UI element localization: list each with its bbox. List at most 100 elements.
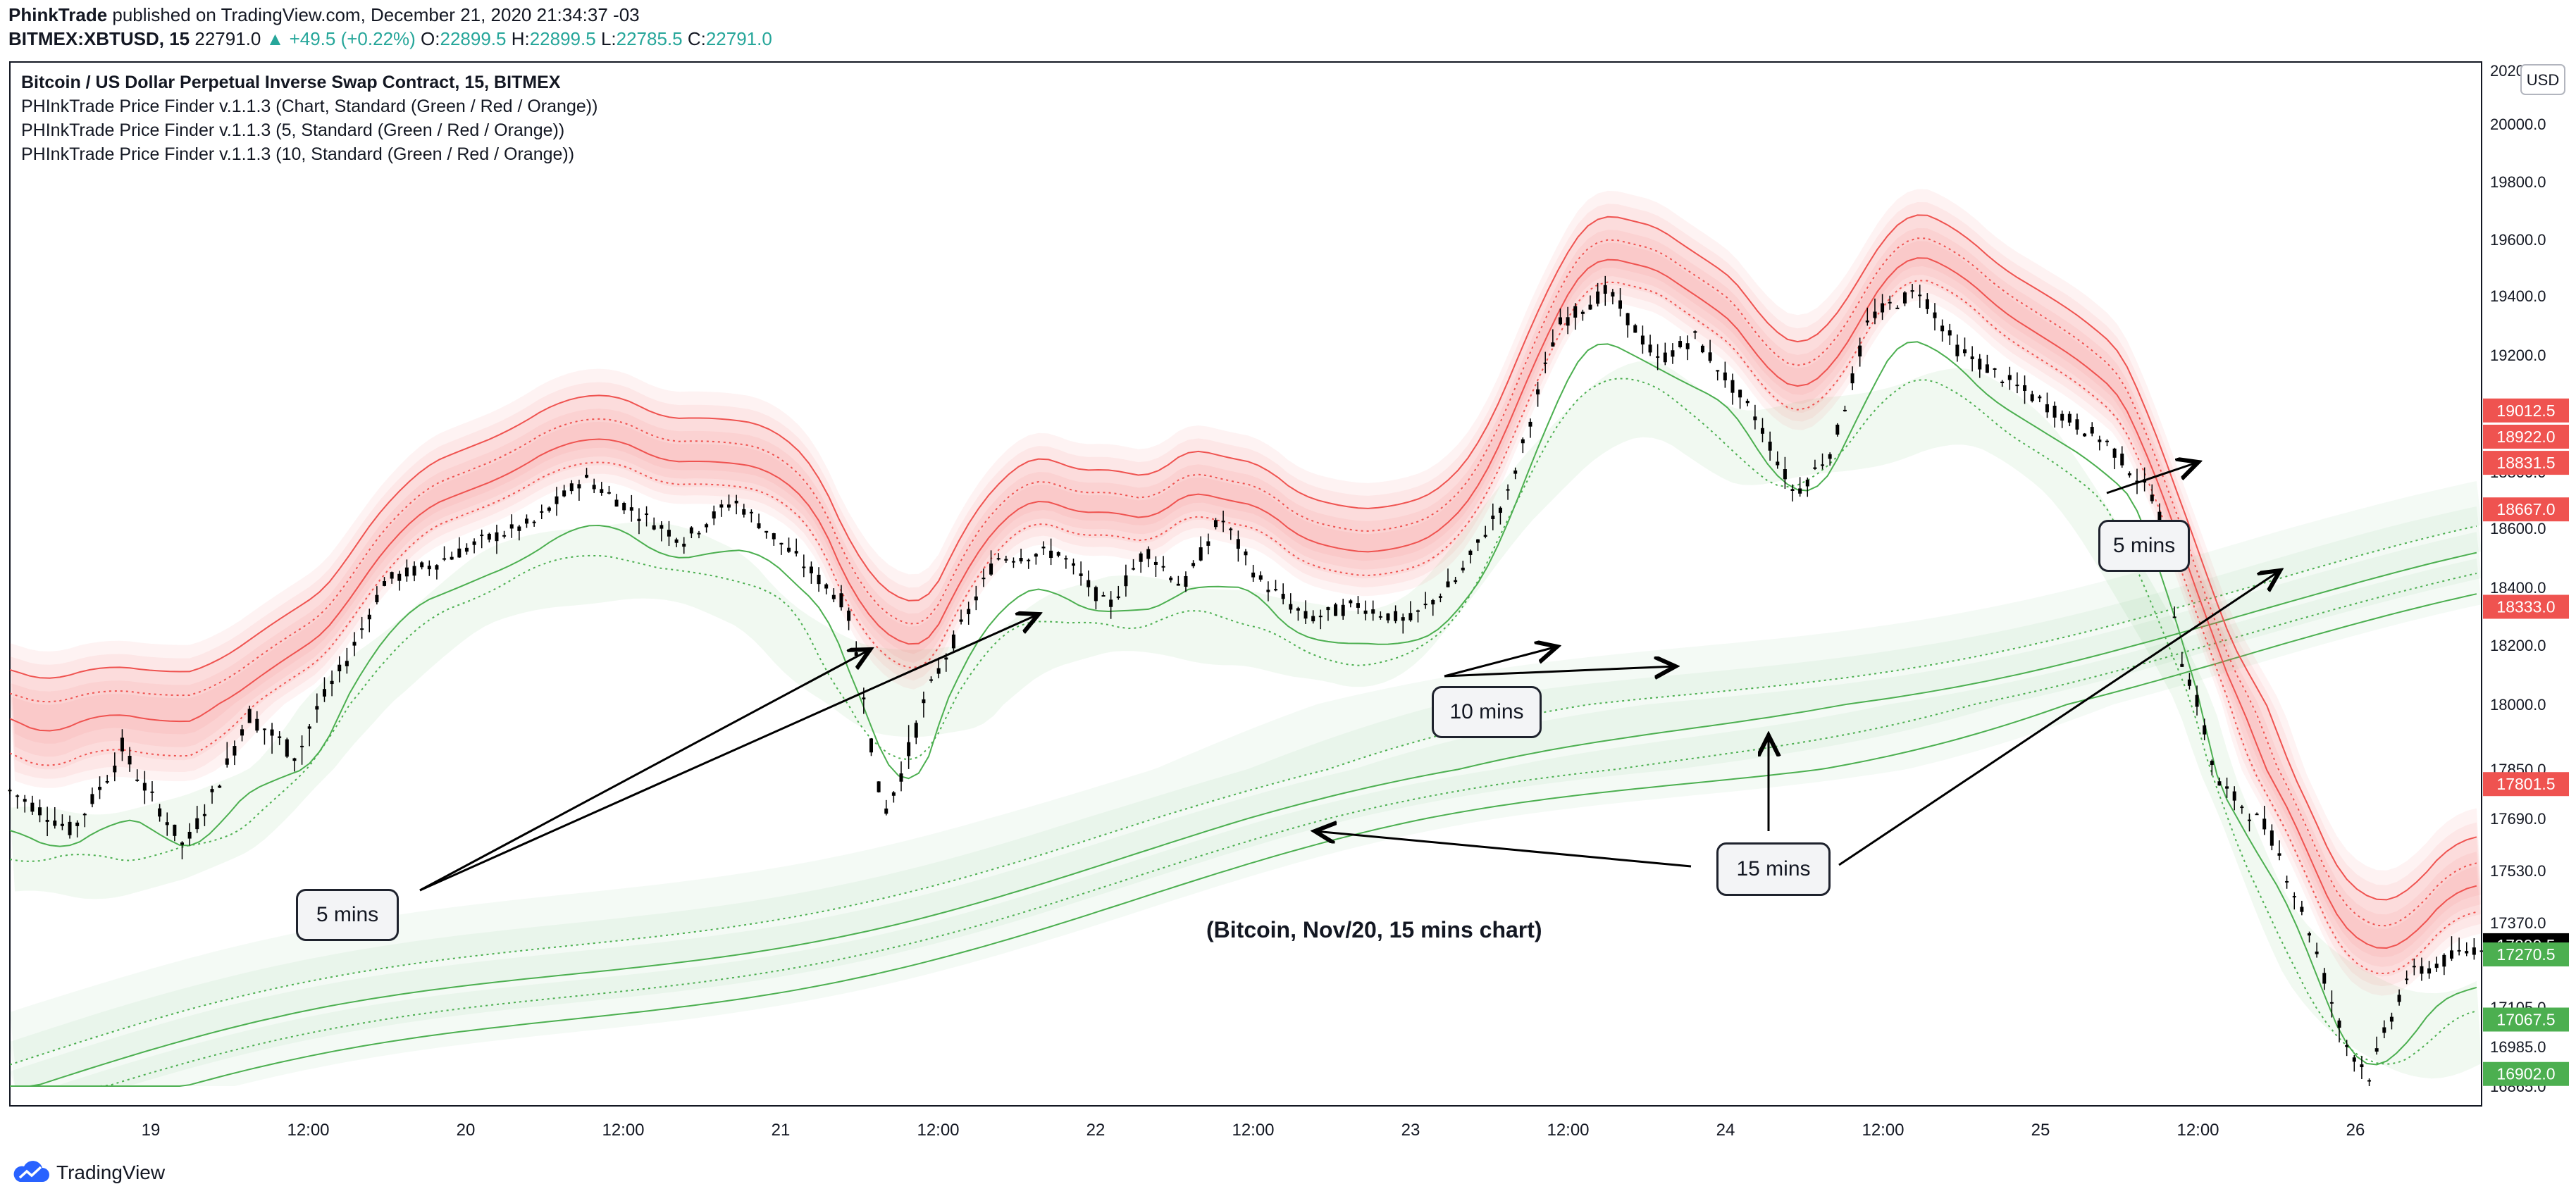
- red-line: [9, 214, 2477, 901]
- candle-body: [1258, 575, 1263, 580]
- candle-body: [495, 532, 499, 542]
- candle-body: [1304, 611, 1308, 619]
- candle-body: [787, 547, 791, 552]
- candle-body: [951, 634, 955, 649]
- red-line: [9, 257, 2477, 949]
- candle-body: [1580, 311, 1585, 314]
- tradingview-brand[interactable]: TradingView: [10, 1161, 165, 1185]
- candle-body: [1281, 594, 1285, 599]
- candle-body: [1813, 467, 1817, 469]
- price-label-text: 18667.0: [2496, 500, 2555, 518]
- x-tick-label: 12:00: [2176, 1121, 2219, 1140]
- candle-body: [1678, 341, 1683, 347]
- candle-body: [1011, 561, 1015, 563]
- candle-body: [764, 530, 769, 533]
- candle-body: [2255, 814, 2259, 816]
- candle-body: [1206, 541, 1210, 546]
- candle-body: [360, 628, 364, 630]
- candle-body: [98, 787, 102, 790]
- candle-body: [2389, 1016, 2394, 1022]
- price-label-text: 17270.5: [2496, 945, 2555, 964]
- candle-body: [2277, 853, 2281, 856]
- candle-body: [2172, 616, 2176, 618]
- candle-body: [397, 573, 402, 581]
- candle-body: [113, 766, 117, 773]
- currency-label: USD: [2527, 71, 2559, 89]
- candle-body: [270, 729, 274, 736]
- candle-body: [532, 521, 536, 523]
- candle-body: [959, 619, 963, 622]
- candle-body: [1551, 342, 1555, 347]
- candle-body: [1543, 362, 1547, 364]
- candle-body: [2203, 725, 2207, 735]
- candle-body: [1454, 580, 1458, 583]
- candle-body: [742, 509, 746, 515]
- green-line-slow: [10, 593, 2477, 1087]
- candle-body: [1146, 549, 1151, 559]
- candle-body: [435, 565, 439, 570]
- x-tick-label: 12:00: [1232, 1121, 1274, 1140]
- candle-body: [2345, 1045, 2349, 1047]
- candle-body: [165, 822, 169, 826]
- price-label-badge: 18667.0: [2483, 497, 2569, 522]
- candle-body: [1902, 292, 1907, 304]
- symbol-label[interactable]: BITMEX:XBTUSD, 15: [8, 28, 190, 49]
- last-price: 22791.0: [194, 28, 261, 49]
- candle-body: [1805, 480, 1809, 487]
- candle-body: [2315, 951, 2319, 954]
- candle-body: [2038, 396, 2042, 399]
- currency-badge[interactable]: USD: [2520, 64, 2565, 95]
- legend-indicator-5[interactable]: PHInkTrade Price Finder v.1.1.3 (5, Stan…: [21, 120, 565, 140]
- y-tick-label: 17530.0: [2490, 862, 2546, 880]
- candle-body: [1116, 596, 1120, 599]
- ohlc-line: BITMEX:XBTUSD, 15 22791.0 ▲ +49.5 (+0.22…: [8, 28, 772, 49]
- candle-body: [2292, 896, 2296, 898]
- price-label-badge: 17270.5: [2483, 942, 2569, 967]
- candle-body: [120, 737, 124, 752]
- candle-body: [1723, 372, 1727, 381]
- candle-body: [1566, 317, 1570, 326]
- author-name[interactable]: PhinkTrade: [8, 4, 108, 25]
- candle-body: [2000, 381, 2005, 384]
- candle-body: [996, 558, 1001, 560]
- legend-indicator-chart[interactable]: PHInkTrade Price Finder v.1.1.3 (Chart, …: [21, 96, 598, 116]
- candle-body: [697, 532, 701, 535]
- candle-body: [1978, 359, 1982, 370]
- callout-15-mins: 15 mins: [1716, 842, 1831, 896]
- candle-body: [2232, 791, 2236, 801]
- candle-body: [480, 535, 484, 537]
- open-value: 22899.5: [440, 28, 507, 49]
- candle-body: [352, 642, 357, 646]
- candle-body: [667, 530, 671, 537]
- candle-body: [989, 563, 993, 575]
- time-axis: 19 12:00 20 12:00 21 12:00 22 12:00 23 12:00 24 12:…: [10, 1105, 2482, 1140]
- legend-main-series[interactable]: Bitcoin / US Dollar Perpetual Inverse Sw…: [21, 73, 561, 92]
- x-tick-label: 21: [772, 1121, 791, 1140]
- candle-body: [540, 511, 544, 513]
- candle-body: [509, 524, 514, 529]
- candle-body: [2120, 453, 2124, 466]
- candle-body: [944, 657, 948, 660]
- legend-indicator-10[interactable]: PHInkTrade Price Finder v.1.1.3 (10, Sta…: [21, 144, 575, 164]
- candle-body: [1955, 344, 1959, 356]
- candle-body: [23, 799, 27, 802]
- candle-body: [2427, 968, 2432, 974]
- candle-body: [1004, 559, 1008, 561]
- candle-body: [1850, 373, 1854, 384]
- candle-body: [2187, 679, 2191, 686]
- candle-body: [607, 492, 611, 494]
- candle-body: [1408, 613, 1413, 621]
- candle-body: [2150, 494, 2154, 502]
- high-label: H:: [511, 28, 530, 49]
- candle-body: [1184, 575, 1188, 587]
- candle-body: [2045, 404, 2049, 413]
- candle-body: [2322, 973, 2327, 984]
- candle-body: [1416, 610, 1420, 612]
- annotation-arrow: [1315, 831, 1692, 868]
- candle-body: [2052, 406, 2057, 418]
- candle-body: [802, 566, 806, 568]
- candle-body: [262, 728, 266, 730]
- candle-body: [1865, 320, 1869, 323]
- candle-body: [1536, 389, 1540, 394]
